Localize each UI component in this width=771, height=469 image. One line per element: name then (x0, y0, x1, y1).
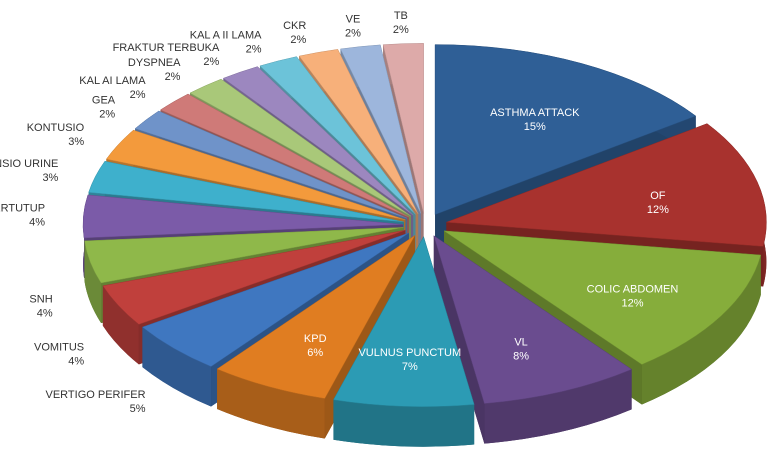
slice-value-label: 12% (621, 298, 643, 310)
slice-side (433, 235, 485, 444)
slice-label: VULNUS PUNCTUM (358, 347, 461, 359)
slice (333, 236, 475, 407)
slice-label: OF (650, 190, 666, 202)
slice (298, 49, 419, 215)
slice-value-label: 15% (524, 121, 546, 133)
slice-value-label: 2% (290, 34, 306, 46)
slice-label: KAL A II LAMA (190, 29, 262, 41)
slice-wall (102, 285, 139, 365)
slice (159, 93, 409, 218)
slice-label: FRAKTUR TERBUKA (113, 42, 220, 54)
slice (102, 229, 406, 325)
slice-value-label: 2% (246, 43, 262, 55)
slice (88, 160, 404, 223)
slice-label: VERTIGO PERIFER (46, 389, 146, 401)
slice (382, 43, 424, 214)
slice-value-label: 6% (307, 347, 323, 359)
slice-group (333, 236, 475, 447)
slice-wall (217, 369, 325, 439)
slice-group (433, 235, 633, 444)
slice-label: VOMITUS (34, 342, 84, 354)
slice-label: DYSPNEA (128, 57, 181, 69)
slice-label: VL (514, 337, 527, 349)
slice-label: ASTHMA ATTACK (490, 107, 580, 119)
slice-label: FRAKTUR TERTUTUP (0, 202, 45, 214)
slice-wall (84, 240, 102, 323)
slice (105, 129, 406, 221)
slice-label: CKR (283, 20, 306, 32)
slice (259, 56, 416, 215)
slice (84, 227, 404, 284)
slice-wall (484, 369, 632, 444)
slice (340, 44, 422, 214)
slice-value-label: 12% (647, 204, 669, 216)
slice-label: VE (346, 13, 361, 25)
slice (141, 232, 409, 367)
slice (222, 66, 414, 216)
slice-value-label: 7% (402, 361, 418, 373)
slice-value-label: 8% (513, 351, 529, 363)
slice (216, 235, 416, 399)
slice (433, 235, 633, 404)
slice-value-label: 4% (29, 216, 45, 228)
slice-group (216, 235, 416, 439)
slice-label: KPD (304, 333, 327, 345)
slice (189, 78, 412, 217)
slice-label: SNH (29, 293, 52, 305)
slice-label: COLIC ABDOMEN (587, 284, 679, 296)
slice-value-label: 2% (99, 109, 115, 121)
slice (443, 230, 762, 365)
slice-label: KAL AI LAMA (79, 75, 146, 87)
slice-label: RETENSIO URINE (0, 158, 58, 170)
slice-value-label: 2% (345, 27, 361, 39)
slice-value-label: 2% (130, 89, 146, 101)
slice-value-label: 4% (37, 307, 53, 319)
slice-label: GEA (92, 95, 116, 107)
slice-label: KONTUSIO (27, 122, 85, 134)
slice (434, 44, 697, 215)
slice-wall (142, 327, 212, 407)
slice-wall (641, 255, 761, 405)
slice-value-label: 4% (68, 356, 84, 368)
slice-value-label: 3% (68, 136, 84, 148)
slice-wall (333, 399, 475, 447)
slice-value-label: 2% (203, 56, 219, 68)
slice-label: TB (394, 10, 408, 22)
slice (446, 123, 767, 247)
slice-value-label: 2% (165, 71, 181, 83)
slice-value-label: 5% (130, 403, 146, 415)
slice (82, 194, 404, 239)
slice (134, 110, 408, 219)
slice-value-label: 2% (393, 24, 409, 36)
slice-value-label: 3% (42, 172, 58, 184)
